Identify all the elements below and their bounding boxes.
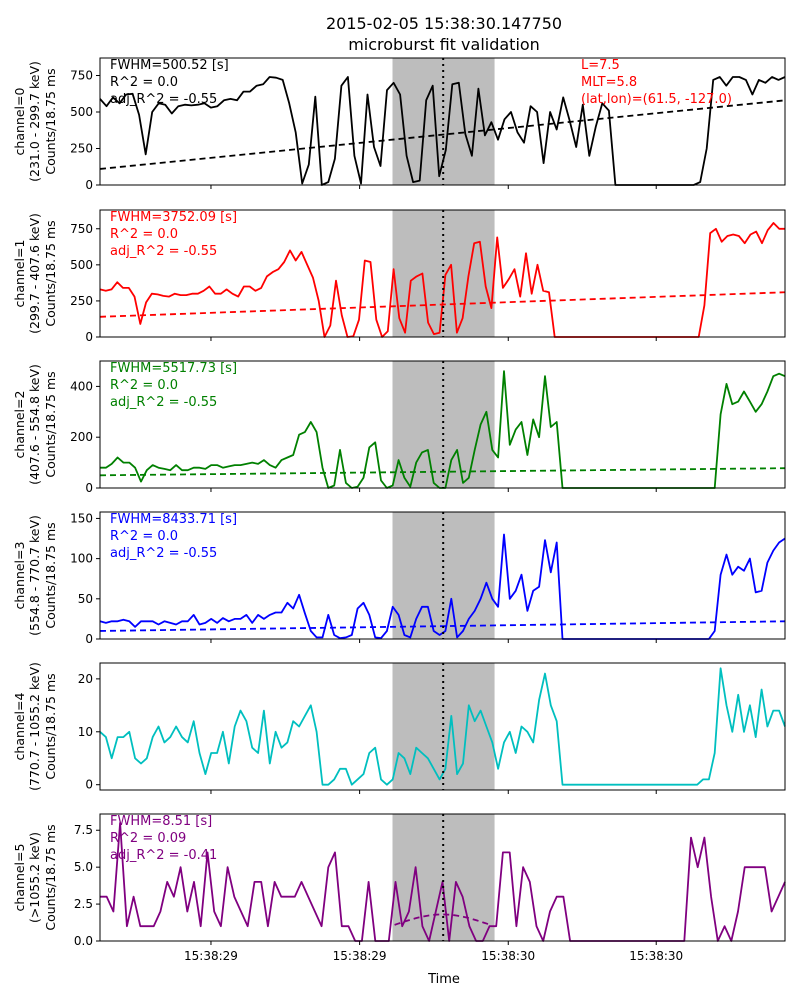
y-axis-label: Counts/18.75 ms	[43, 220, 58, 326]
y-tick-label: 50	[78, 592, 93, 606]
y-axis-label: Counts/18.75 ms	[43, 68, 58, 174]
fit-annotation: adj_R^2 = -0.55	[110, 546, 217, 561]
fit-annotation: R^2 = 0.0	[110, 227, 178, 242]
figure-title-line1: 2015-02-05 15:38:30.147750	[326, 14, 562, 33]
y-tick-label: 750	[70, 222, 93, 236]
y-axis-label: Counts/18.75 ms	[43, 371, 58, 477]
y-tick-label: 0	[85, 778, 93, 792]
y-axis-label: channel=1	[12, 240, 27, 308]
panel-frame	[99, 511, 786, 640]
y-tick-label: 0.0	[74, 934, 93, 948]
panel-frame	[99, 360, 786, 489]
shaded-window	[392, 512, 495, 639]
fit-annotation: R^2 = 0.0	[110, 529, 178, 544]
y-axis-label: (>1055.2 keV)	[27, 832, 42, 923]
fit-annotation: FWHM=8.51 [s]	[110, 814, 212, 829]
panel-frame	[99, 209, 786, 338]
y-axis-label: (231.0 - 299.7 keV)	[27, 61, 42, 182]
panel-3: 0 50 100 150 channel=3 (554.8 - 770.7 keV) Cou…	[12, 511, 786, 646]
fit-annotation: adj_R^2 = -0.41	[110, 848, 217, 863]
y-tick-label: 250	[70, 294, 93, 308]
y-axis-label: (554.8 - 770.7 keV)	[27, 515, 42, 636]
x-axis-label: Time	[427, 972, 460, 987]
x-tick-label: 15:38:30	[481, 949, 535, 963]
y-tick-label: 100	[70, 552, 93, 566]
y-axis-label: channel=4	[12, 693, 27, 761]
y-axis-label: channel=5	[12, 844, 27, 912]
y-axis-label: channel=0	[12, 88, 27, 156]
panel-5: 0.0 2.5 5.0 7.5 channel=5 (>1055.2 keV) Counts…	[12, 813, 786, 948]
location-annotation: MLT=5.8	[581, 75, 637, 90]
fit-annotation: FWHM=500.52 [s]	[110, 58, 229, 73]
figure-title-line2: microburst fit validation	[348, 35, 540, 54]
x-tick-label: 15:38:29	[333, 949, 387, 963]
fit-annotation: FWHM=3752.09 [s]	[110, 210, 237, 225]
x-tick-label: 15:38:30	[629, 949, 683, 963]
y-tick-label: 150	[70, 511, 93, 525]
panel-frame	[99, 57, 786, 186]
y-tick-label: 750	[70, 69, 93, 83]
y-axis-label: (770.7 - 1055.2 keV)	[27, 662, 42, 791]
y-tick-label: 400	[70, 379, 93, 393]
panel-2: 0 200 400 channel=2 (407.6 - 554.8 keV) Count…	[12, 360, 786, 495]
y-tick-label: 200	[70, 430, 93, 444]
panel-0: 0 250 500 750 channel=0 (231.0 - 299.7 keV) Co…	[12, 57, 786, 192]
panel-frame	[99, 813, 786, 942]
y-tick-label: 5.0	[74, 860, 93, 874]
panel-frame	[99, 662, 786, 791]
data-series-line	[99, 667, 786, 786]
x-axis-ticks: 15:38:29 15:38:29 15:38:30 15:38:30	[184, 949, 683, 963]
y-tick-label: 0	[85, 481, 93, 495]
y-axis-label: Counts/18.75 ms	[43, 522, 58, 628]
y-tick-label: 7.5	[74, 823, 93, 837]
location-annotation: L=7.5	[581, 58, 620, 73]
fit-curve	[394, 913, 491, 926]
fit-annotation: FWHM=8433.71 [s]	[110, 512, 237, 527]
panel-1: 0 250 500 750 channel=1 (299.7 - 407.6 keV) Co…	[12, 209, 786, 344]
fit-annotation: R^2 = 0.0	[110, 378, 178, 393]
fit-annotation: adj_R^2 = -0.55	[110, 244, 217, 259]
y-axis-label: (407.6 - 554.8 keV)	[27, 364, 42, 485]
panel-4: 0 10 20 channel=4 (770.7 - 1055.2 keV) Counts…	[12, 662, 786, 794]
fit-annotation: R^2 = 0.0	[110, 75, 178, 90]
x-tick-label: 15:38:29	[184, 949, 238, 963]
fit-annotation: FWHM=5517.73 [s]	[110, 361, 237, 376]
y-axis-label: Counts/18.75 ms	[43, 824, 58, 930]
y-tick-label: 250	[70, 142, 93, 156]
y-axis-label: Counts/18.75 ms	[43, 673, 58, 779]
y-tick-label: 20	[78, 672, 93, 686]
y-tick-label: 0	[85, 632, 93, 646]
fit-line	[99, 99, 786, 170]
fit-annotation: adj_R^2 = -0.55	[110, 395, 217, 410]
y-tick-label: 10	[78, 725, 93, 739]
y-tick-label: 500	[70, 105, 93, 119]
fit-annotation: R^2 = 0.09	[110, 831, 186, 846]
fit-line	[99, 467, 786, 477]
y-tick-label: 0	[85, 330, 93, 344]
y-tick-label: 2.5	[74, 897, 93, 911]
y-axis-label: (299.7 - 407.6 keV)	[27, 213, 42, 334]
y-axis-label: channel=2	[12, 391, 27, 459]
shaded-window	[392, 361, 495, 488]
y-tick-label: 0	[85, 178, 93, 192]
shaded-window	[392, 663, 495, 790]
shaded-window	[392, 210, 495, 337]
fit-annotation: adj_R^2 = -0.55	[110, 92, 217, 107]
y-axis-label: channel=3	[12, 542, 27, 610]
location-annotation: (lat,lon)=(61.5, -127.0)	[581, 92, 732, 107]
fit-line	[99, 291, 786, 318]
y-tick-label: 500	[70, 258, 93, 272]
